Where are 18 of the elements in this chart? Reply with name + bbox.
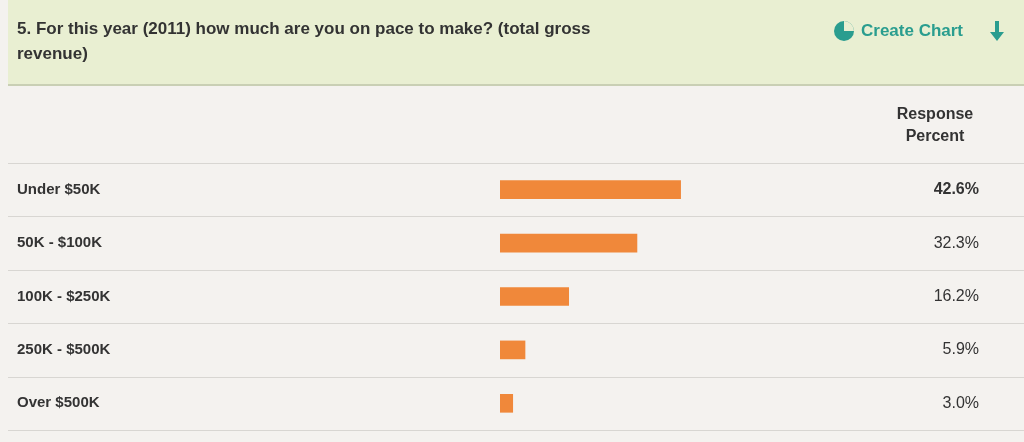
y-tick-label: 50K - $100K: [17, 233, 103, 251]
y-tick-label: 100K - $250K: [17, 286, 111, 304]
data-label: 3.0%: [942, 393, 979, 411]
data-label: 5.9%: [942, 340, 979, 358]
y-tick-label: 250K - $500K: [17, 340, 111, 358]
y-tick-label: Under $50K: [17, 179, 101, 197]
data-label: 16.2%: [933, 286, 979, 304]
bar: [500, 180, 681, 200]
data-label: 42.6%: [933, 180, 979, 198]
text: 5. For this year (2011) how much are you on pace to make? (total gross revenue): [17, 18, 592, 65]
y-tick-label: Over $500K: [17, 393, 100, 411]
bar: [500, 233, 638, 253]
bar: [500, 340, 526, 360]
text: Response Percent: [896, 105, 974, 144]
data-label: 32.3%: [933, 233, 979, 251]
bar: [500, 393, 514, 413]
bar: [500, 287, 570, 306]
text: Create Chart: [861, 21, 964, 41]
